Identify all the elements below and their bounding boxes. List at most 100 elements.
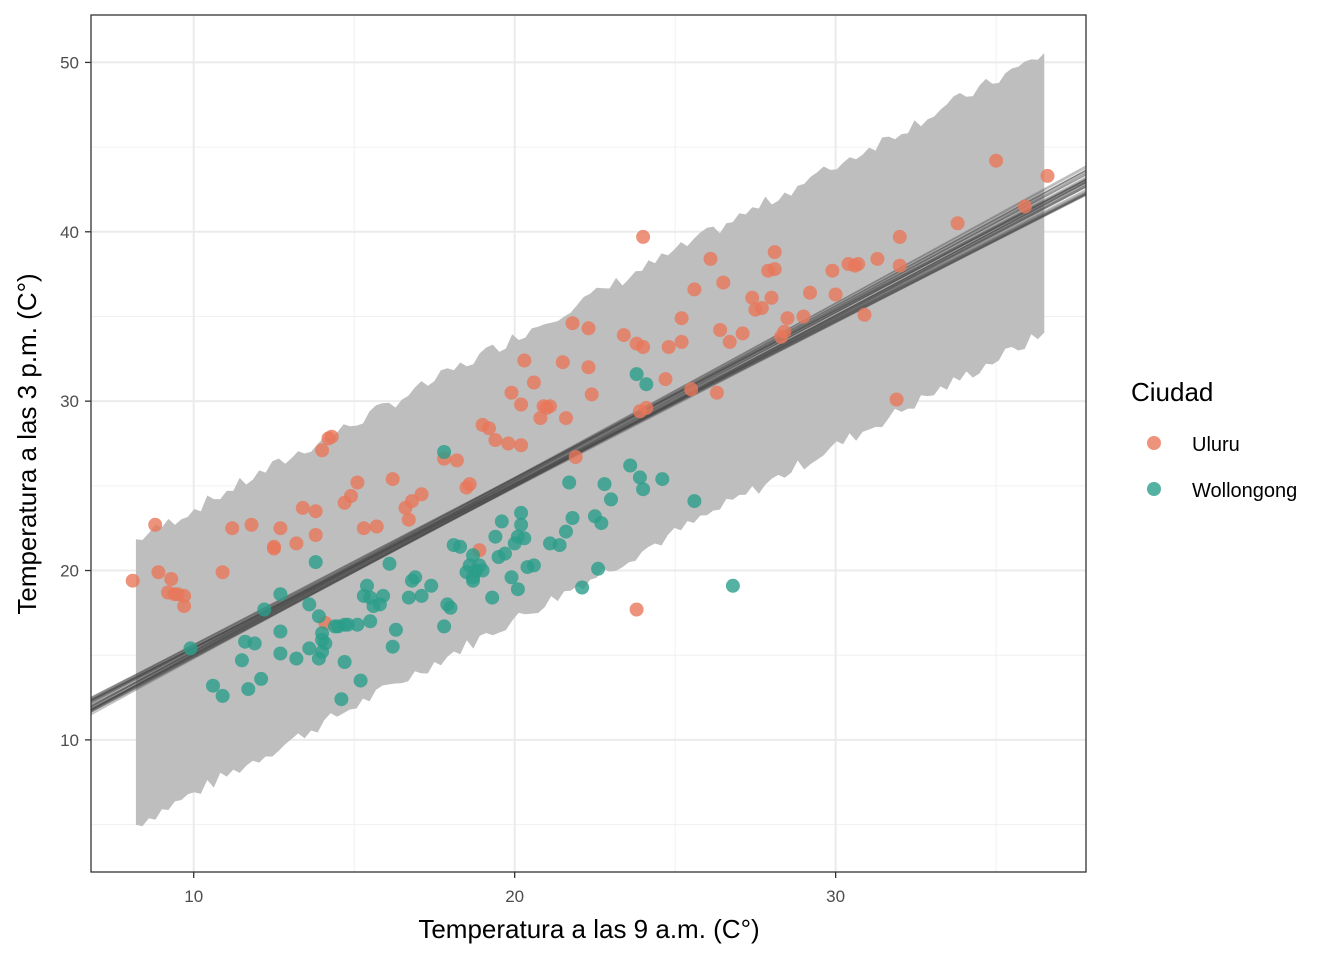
point-uluru xyxy=(565,316,580,331)
regression-line-draw xyxy=(91,188,1086,705)
point-wollongong xyxy=(494,514,509,529)
point-uluru xyxy=(754,301,769,315)
point-uluru xyxy=(950,216,965,231)
point-wollongong xyxy=(526,558,541,573)
point-wollongong xyxy=(559,524,573,539)
point-uluru xyxy=(745,290,760,305)
point-uluru xyxy=(674,311,689,326)
point-wollongong xyxy=(517,531,532,546)
regression-line-draw xyxy=(91,169,1086,707)
point-uluru xyxy=(767,262,782,277)
point-uluru xyxy=(636,229,651,244)
point-wollongong xyxy=(632,470,647,485)
point-wollongong xyxy=(385,639,400,654)
point-uluru xyxy=(658,372,673,387)
point-wollongong xyxy=(591,561,606,576)
regression-line-draw xyxy=(91,185,1086,710)
point-uluru xyxy=(449,453,464,468)
prediction-band-area xyxy=(135,53,1045,827)
point-wollongong xyxy=(234,653,249,668)
data-points xyxy=(125,153,1055,707)
point-uluru xyxy=(215,565,230,580)
point-wollongong xyxy=(636,482,651,497)
point-uluru xyxy=(369,519,384,534)
y-tick-label: 10 xyxy=(60,731,79,750)
point-uluru xyxy=(825,263,840,278)
regression-line-draw xyxy=(91,192,1086,701)
point-uluru xyxy=(289,536,304,551)
point-uluru xyxy=(559,411,573,426)
point-uluru xyxy=(661,340,676,354)
regression-line-draw xyxy=(91,193,1086,706)
regression-line-draw xyxy=(91,180,1086,699)
regression-line-draw xyxy=(91,191,1086,702)
point-wollongong xyxy=(353,673,368,688)
point-wollongong xyxy=(337,655,352,669)
point-wollongong xyxy=(308,555,323,570)
point-wollongong xyxy=(318,636,333,651)
regression-line-draw xyxy=(91,167,1086,708)
point-uluru xyxy=(857,307,872,322)
regression-line-draw xyxy=(91,176,1086,707)
point-wollongong xyxy=(575,580,590,595)
regression-line-draw xyxy=(91,190,1086,702)
regression-line-draw xyxy=(91,181,1086,713)
point-wollongong xyxy=(562,475,577,490)
point-wollongong xyxy=(597,477,612,492)
point-uluru xyxy=(543,399,557,414)
point-uluru xyxy=(225,521,240,536)
point-uluru xyxy=(533,411,548,426)
point-uluru xyxy=(716,275,731,290)
regression-line-draw xyxy=(91,184,1086,711)
regression-line-draw xyxy=(91,181,1086,713)
point-uluru xyxy=(709,385,724,400)
point-uluru xyxy=(674,334,689,349)
point-uluru xyxy=(684,382,699,397)
point-uluru xyxy=(177,599,192,614)
point-uluru xyxy=(125,573,140,588)
point-uluru xyxy=(1040,168,1055,183)
point-wollongong xyxy=(655,472,670,487)
point-wollongong xyxy=(302,641,317,656)
point-uluru xyxy=(315,443,330,458)
regression-line-draw xyxy=(91,171,1086,712)
y-tick-label: 40 xyxy=(60,223,79,242)
regression-line-draw xyxy=(91,181,1086,711)
point-uluru xyxy=(517,353,532,368)
point-wollongong xyxy=(510,582,525,597)
point-uluru xyxy=(350,475,365,490)
point-uluru xyxy=(796,309,811,324)
point-uluru xyxy=(385,472,400,487)
regression-line-draw xyxy=(91,174,1086,704)
point-wollongong xyxy=(360,578,374,593)
point-uluru xyxy=(177,588,192,603)
point-wollongong xyxy=(241,682,256,697)
point-uluru xyxy=(308,504,323,519)
point-uluru xyxy=(581,360,596,375)
point-uluru xyxy=(308,528,323,542)
point-uluru xyxy=(851,257,866,271)
point-uluru xyxy=(244,517,259,532)
regression-line-draw xyxy=(91,193,1086,703)
point-wollongong xyxy=(639,377,654,392)
point-uluru xyxy=(764,290,779,305)
point-uluru xyxy=(780,311,795,326)
point-uluru xyxy=(892,258,907,273)
point-wollongong xyxy=(475,563,490,578)
regression-line-draw xyxy=(91,183,1086,712)
point-wollongong xyxy=(604,492,618,507)
point-wollongong xyxy=(725,578,740,593)
legend-label-uluru: Uluru xyxy=(1192,434,1240,456)
regression-line-draw xyxy=(91,178,1086,710)
point-uluru xyxy=(501,436,516,451)
point-uluru xyxy=(870,251,885,266)
legend-key-wollongong xyxy=(1147,482,1161,496)
point-uluru xyxy=(267,539,281,554)
point-uluru xyxy=(295,500,310,515)
y-axis-title: Temperatura a las 3 p.m. (C°) xyxy=(12,273,42,614)
point-uluru xyxy=(722,334,737,349)
point-uluru xyxy=(344,489,358,503)
point-wollongong xyxy=(514,505,529,520)
regression-line-draw xyxy=(91,192,1086,698)
point-wollongong xyxy=(565,511,580,525)
